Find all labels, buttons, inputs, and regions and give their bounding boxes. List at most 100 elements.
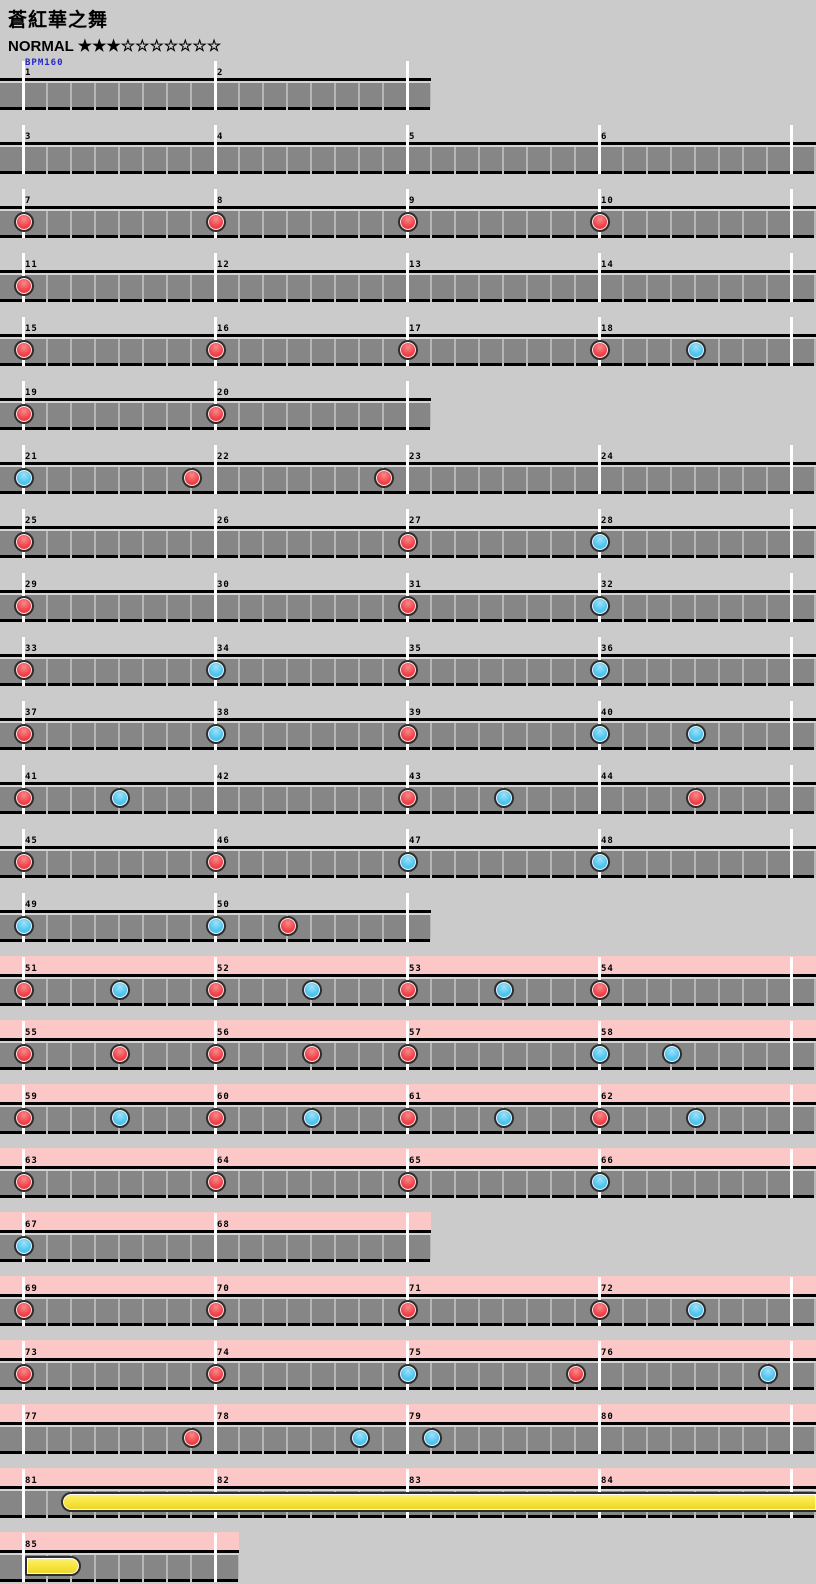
note-ka-blue [206, 660, 226, 680]
measure-line [214, 61, 217, 110]
note-ka-blue [14, 916, 34, 936]
measure-number: 36 [601, 644, 614, 654]
measure-number: 77 [25, 1412, 38, 1422]
chart-row: 59 60 61 62 [0, 1084, 816, 1134]
note-don-red [206, 404, 226, 424]
measure-number: 42 [217, 772, 230, 782]
measure-number: 68 [217, 1220, 230, 1230]
measure-number: 20 [217, 388, 230, 398]
measure-line [790, 253, 793, 302]
measure-line [598, 765, 601, 814]
chart-row: 37 38 39 40 [0, 701, 816, 750]
measure-line [790, 317, 793, 366]
measure-number: 63 [25, 1156, 38, 1166]
measure-number: 22 [217, 452, 230, 462]
measure-number: 14 [601, 260, 614, 270]
measure-number: 4 [217, 132, 224, 142]
measure-line [22, 61, 25, 110]
measure-number: 62 [601, 1092, 614, 1102]
chart-row: 3 4 5 6 [0, 125, 816, 174]
measure-line [406, 125, 409, 174]
note-ka-blue [662, 1044, 682, 1064]
note-ka-blue [590, 660, 610, 680]
note-ka-blue [206, 724, 226, 744]
measure-number: 46 [217, 836, 230, 846]
measure-line [598, 1405, 601, 1454]
note-don-red [182, 468, 202, 488]
note-don-red [14, 276, 34, 296]
note-ka-blue [110, 788, 130, 808]
measure-number: 81 [25, 1476, 38, 1486]
measure-number: 28 [601, 516, 614, 526]
measure-number: 26 [217, 516, 230, 526]
note-don-red [398, 212, 418, 232]
measure-number: 59 [25, 1092, 38, 1102]
measure-number: 8 [217, 196, 224, 206]
measure-number: 48 [601, 836, 614, 846]
difficulty-label: NORMAL [8, 38, 74, 55]
measure-number: 64 [217, 1156, 230, 1166]
chart-row: 25 26 27 28 [0, 509, 816, 558]
measure-number: 43 [409, 772, 422, 782]
measure-number: 37 [25, 708, 38, 718]
note-don-red [398, 1108, 418, 1128]
measure-number: 10 [601, 196, 614, 206]
gogo-time-band [0, 1532, 239, 1550]
note-don-red [398, 1172, 418, 1192]
note-don-red [182, 1428, 202, 1448]
note-don-red [398, 724, 418, 744]
measure-number: 57 [409, 1028, 422, 1038]
note-don-red [14, 1364, 34, 1384]
note-don-red [14, 340, 34, 360]
note-ka-blue [686, 724, 706, 744]
measure-number: 17 [409, 324, 422, 334]
note-don-red [374, 468, 394, 488]
note-ka-blue [590, 724, 610, 744]
chart-row: 15 16 17 18 [0, 317, 816, 366]
measure-line [214, 509, 217, 558]
measure-line [598, 125, 601, 174]
chart-row: 19 20 [0, 381, 431, 430]
measure-number: 71 [409, 1284, 422, 1294]
measure-number: 85 [25, 1540, 38, 1550]
measure-number: 67 [25, 1220, 38, 1230]
note-don-red [14, 1044, 34, 1064]
measure-number: 12 [217, 260, 230, 270]
note-ka-blue [590, 532, 610, 552]
measure-number: 32 [601, 580, 614, 590]
measure-line [790, 1085, 793, 1134]
note-don-red [14, 532, 34, 552]
measure-number: 3 [25, 132, 32, 142]
measure-line [22, 1469, 25, 1518]
track-border-bottom [0, 1579, 239, 1582]
note-don-red [590, 340, 610, 360]
measure-line [406, 1405, 409, 1454]
measure-number: 72 [601, 1284, 614, 1294]
measure-number: 19 [25, 388, 38, 398]
note-don-red [398, 1300, 418, 1320]
note-don-red [14, 660, 34, 680]
measure-line [790, 189, 793, 238]
measure-line [790, 637, 793, 686]
note-ka-blue [398, 852, 418, 872]
measure-number: 82 [217, 1476, 230, 1486]
note-don-red [206, 1364, 226, 1384]
note-ka-blue [14, 1236, 34, 1256]
measure-number: 83 [409, 1476, 422, 1486]
measure-number: 49 [25, 900, 38, 910]
measure-number: 53 [409, 964, 422, 974]
note-don-red [14, 1300, 34, 1320]
chart-row: 45 46 47 48 [0, 829, 816, 878]
measure-number: 45 [25, 836, 38, 846]
drumroll-bar [25, 1556, 81, 1576]
chart-row: 69 70 71 72 [0, 1276, 816, 1326]
note-ka-blue [494, 788, 514, 808]
measure-line [406, 61, 409, 110]
measure-number: 74 [217, 1348, 230, 1358]
measure-line [790, 829, 793, 878]
measure-number: 39 [409, 708, 422, 718]
measure-number: 33 [25, 644, 38, 654]
measure-number: 6 [601, 132, 608, 142]
measure-number: 11 [25, 260, 38, 270]
measure-number: 31 [409, 580, 422, 590]
